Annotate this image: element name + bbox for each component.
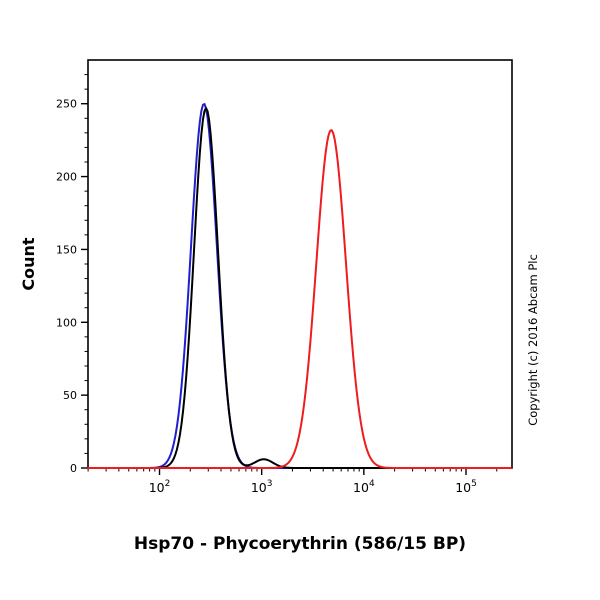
x-tick-label: 104: [353, 479, 375, 495]
y-tick-label: 200: [56, 171, 77, 184]
plot-frame: [87, 59, 513, 469]
series-hsp70-pe-red: [87, 129, 512, 469]
x-tick-label: 102: [149, 479, 171, 495]
series-unlabelled-control-blue: [87, 103, 512, 469]
x-tick-label: 103: [251, 479, 273, 495]
x-tick-label: 105: [455, 479, 477, 495]
x-axis-label: Hsp70 - Phycoerythrin (586/15 BP): [134, 534, 466, 554]
y-tick-label: 0: [70, 462, 77, 475]
y-tick-label: 250: [56, 98, 77, 111]
chart-series: [87, 103, 512, 469]
y-axis-label: Count: [19, 237, 38, 291]
series-isotype-control-black: [87, 107, 512, 469]
y-tick-label: 50: [63, 389, 77, 402]
y-tick-label: 150: [56, 243, 77, 256]
y-tick-label: 100: [56, 316, 77, 329]
axis-ticks: 0 50 100 150 200 250 102 103 104 105: [56, 74, 498, 495]
copyright-text: Copyright (c) 2016 Abcam Plc: [526, 254, 540, 426]
